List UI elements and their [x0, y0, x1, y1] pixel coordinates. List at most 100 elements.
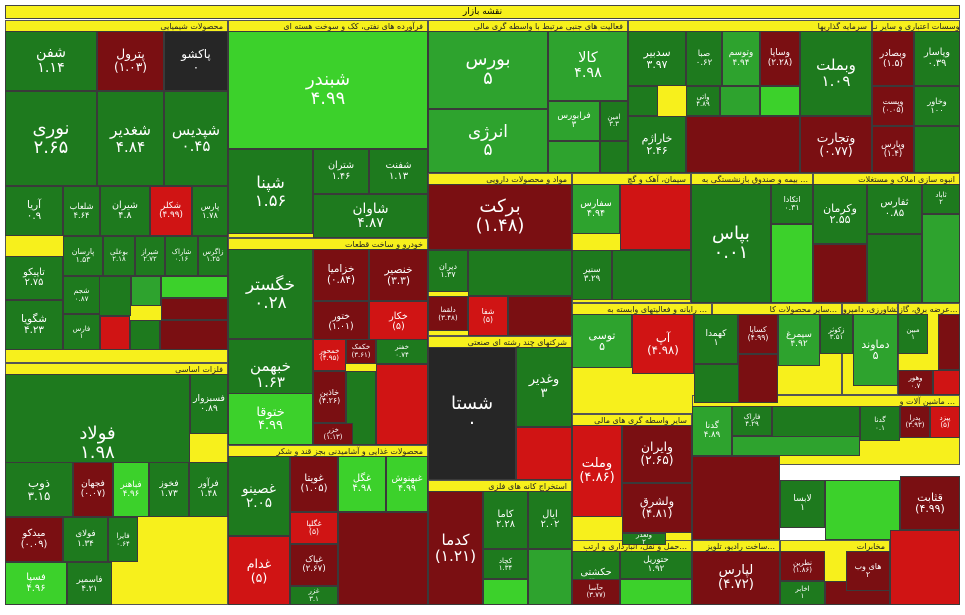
filler-tile[interactable] [933, 370, 960, 395]
symbol-tile[interactable]: وپاسار ۰.۳۹ [914, 31, 960, 86]
symbol-tile[interactable]: خکار (۵) [369, 301, 428, 343]
symbol-tile[interactable]: خاذین (۴.۲۶) [313, 371, 346, 423]
symbol-tile[interactable]: گدنا ۴.۸۹ [692, 406, 732, 456]
symbol-tile[interactable]: فجهان (۰.۰۷) [73, 462, 113, 517]
symbol-tile[interactable]: شبندر ۴.۹۹ [228, 31, 428, 149]
filler-tile[interactable] [720, 86, 760, 116]
symbol-tile[interactable]: پیزد (۵) [930, 406, 960, 438]
symbol-tile[interactable]: نوری ۲.۶۵ [5, 91, 97, 186]
symbol-tile[interactable]: اخابر ۱ [780, 581, 825, 605]
symbol-tile[interactable]: تاپیکو ۲.۷۵ [5, 256, 63, 300]
symbol-tile[interactable]: میدکو (۰.۰۹) [5, 517, 63, 562]
symbol-tile[interactable]: پاکشو ۰ [164, 31, 228, 91]
symbol-tile[interactable]: شیراز ۲.۷۲ [135, 236, 165, 276]
symbol-tile[interactable]: های وب ۲ [846, 551, 890, 591]
symbol-tile[interactable]: ختور (۱.۰۱) [313, 301, 369, 343]
symbol-tile[interactable]: غزر ۳.۱ [290, 586, 338, 605]
symbol-tile[interactable]: دیران ۱.۳۷ [428, 250, 468, 292]
symbol-tile[interactable]: قثابت (۴.۹۹) [900, 476, 960, 530]
symbol-tile[interactable]: لابسا ۱ [780, 480, 825, 528]
filler-tile[interactable] [620, 579, 692, 605]
symbol-tile[interactable]: شتران ۱.۴۶ [313, 149, 369, 194]
symbol-tile[interactable]: پارس ۱.۷۸ [192, 186, 228, 236]
symbol-tile[interactable]: ایال ۲.۰۲ [528, 491, 572, 549]
symbol-tile[interactable]: خفنر ۰.۷۴ [376, 339, 428, 364]
filler-tile[interactable] [161, 276, 228, 298]
symbol-tile[interactable]: توسی ۵ [572, 314, 632, 368]
symbol-tile[interactable]: نطرین (۱.۸۶) [780, 551, 825, 581]
symbol-tile[interactable]: شاراک ۰.۱۶ [165, 236, 198, 276]
symbol-tile[interactable]: واتی ۴.۸۹ [686, 86, 720, 116]
symbol-tile[interactable]: وتجارت (۰.۷۷) [800, 116, 872, 173]
filler-tile[interactable] [692, 456, 780, 540]
filler-tile[interactable] [548, 141, 600, 173]
symbol-tile[interactable]: شیران ۴.۸ [100, 186, 150, 236]
symbol-tile[interactable]: وتوسم ۴.۹۴ [722, 31, 760, 86]
symbol-tile[interactable]: فرآور ۱.۴۸ [189, 462, 228, 517]
filler-tile[interactable] [130, 320, 160, 350]
symbol-tile[interactable]: وکرمان ۲.۵۵ [813, 184, 867, 244]
symbol-tile[interactable]: فاراک ۴.۲۹ [732, 406, 772, 436]
symbol-tile[interactable]: اتکادا ۰.۳۱ [771, 184, 813, 224]
symbol-tile[interactable]: بپاس ۰.۰۱ [691, 184, 771, 303]
filler-tile[interactable] [938, 314, 960, 370]
symbol-tile[interactable]: وهور ۰.۷ [898, 370, 933, 395]
symbol-tile[interactable]: شفا (۵) [468, 296, 508, 336]
symbol-tile[interactable]: لپارس (۴.۷۲) [692, 551, 780, 605]
symbol-tile[interactable]: شپنا ۱.۵۶ [228, 149, 313, 234]
symbol-tile[interactable]: خاراژم ۲.۴۶ [628, 116, 686, 173]
filler-tile[interactable] [161, 298, 228, 320]
filler-tile[interactable] [516, 427, 572, 480]
symbol-tile[interactable]: وبملت ۱.۰۹ [800, 31, 872, 116]
symbol-tile[interactable]: فسبزوار ۰.۸۹ [190, 374, 228, 434]
symbol-tile[interactable]: شگویا ۴.۲۳ [5, 300, 63, 350]
symbol-tile[interactable]: صبا ۰.۶۲ [686, 31, 722, 86]
symbol-tile[interactable]: غصینو ۲.۰۵ [228, 456, 290, 536]
symbol-tile[interactable]: حتوریل ۱.۹۲ [620, 551, 692, 579]
symbol-tile[interactable]: ذوب ۳.۱۵ [5, 462, 73, 517]
symbol-tile[interactable]: فخوز ۱.۷۳ [149, 462, 189, 517]
filler-tile[interactable] [922, 214, 960, 303]
symbol-tile[interactable]: سدبیر ۳.۹۷ [628, 31, 686, 86]
filler-tile[interactable] [620, 184, 691, 250]
symbol-tile[interactable]: گدنا ۰.۱ [860, 406, 900, 441]
symbol-tile[interactable]: پدرا (۳.۹۳) [900, 406, 930, 438]
symbol-tile[interactable]: ولغدر ۲ [622, 533, 666, 545]
symbol-tile[interactable]: وخاور ۱۰۰ [914, 86, 960, 126]
filler-tile[interactable] [612, 250, 691, 300]
symbol-tile[interactable]: خزامیا (۰.۸۴) [313, 249, 369, 301]
filler-tile[interactable] [468, 250, 572, 296]
symbol-tile[interactable]: وبصادر (۱.۵) [872, 31, 914, 86]
symbol-tile[interactable]: شکلر (۴.۹۹) [150, 186, 192, 236]
filler-tile[interactable] [508, 296, 572, 336]
filler-tile[interactable] [338, 512, 428, 605]
symbol-tile[interactable]: غپاک (۲.۶۷) [290, 544, 338, 586]
filler-tile[interactable] [376, 364, 428, 445]
symbol-tile[interactable]: کچاد ۱.۳۴ [483, 549, 528, 579]
symbol-tile[interactable]: شفنت ۱.۱۳ [369, 149, 428, 194]
symbol-tile[interactable]: شلعاب ۴.۶۴ [63, 186, 100, 236]
filler-tile[interactable] [771, 224, 813, 303]
symbol-tile[interactable]: وایران (۲.۶۵) [622, 425, 692, 483]
filler-tile[interactable] [628, 86, 658, 116]
filler-tile[interactable] [890, 530, 960, 605]
symbol-tile[interactable]: خنصیر (۳.۳) [369, 249, 428, 301]
filler-tile[interactable] [732, 436, 860, 456]
symbol-tile[interactable]: بورس ۵ [428, 31, 548, 109]
symbol-tile[interactable]: آریا ۰.۹ [5, 186, 63, 236]
filler-tile[interactable] [760, 86, 800, 116]
symbol-tile[interactable]: خزر (۱.۱۳) [313, 423, 353, 445]
symbol-tile[interactable]: شفن ۱.۱۴ [5, 31, 97, 91]
symbol-tile[interactable]: سنیر ۳.۲۹ [572, 250, 612, 300]
symbol-tile[interactable]: وغدیر ۳ [516, 347, 572, 427]
symbol-tile[interactable]: ثاباد ۲ [922, 184, 960, 214]
symbol-tile[interactable]: زکوثر ۳.۵۱ [820, 314, 853, 354]
filler-tile[interactable] [528, 549, 572, 605]
symbol-tile[interactable]: غگل ۴.۹۸ [338, 456, 386, 512]
symbol-tile[interactable]: فارس ۱ [63, 314, 100, 350]
symbol-tile[interactable]: برکت (۱.۴۸) [428, 184, 572, 250]
filler-tile[interactable] [100, 316, 130, 350]
symbol-tile[interactable]: وساپا (۲.۲۸) [760, 31, 800, 86]
symbol-tile[interactable]: دلقما (۳.۴۸) [428, 296, 468, 331]
filler-tile[interactable] [813, 244, 867, 303]
